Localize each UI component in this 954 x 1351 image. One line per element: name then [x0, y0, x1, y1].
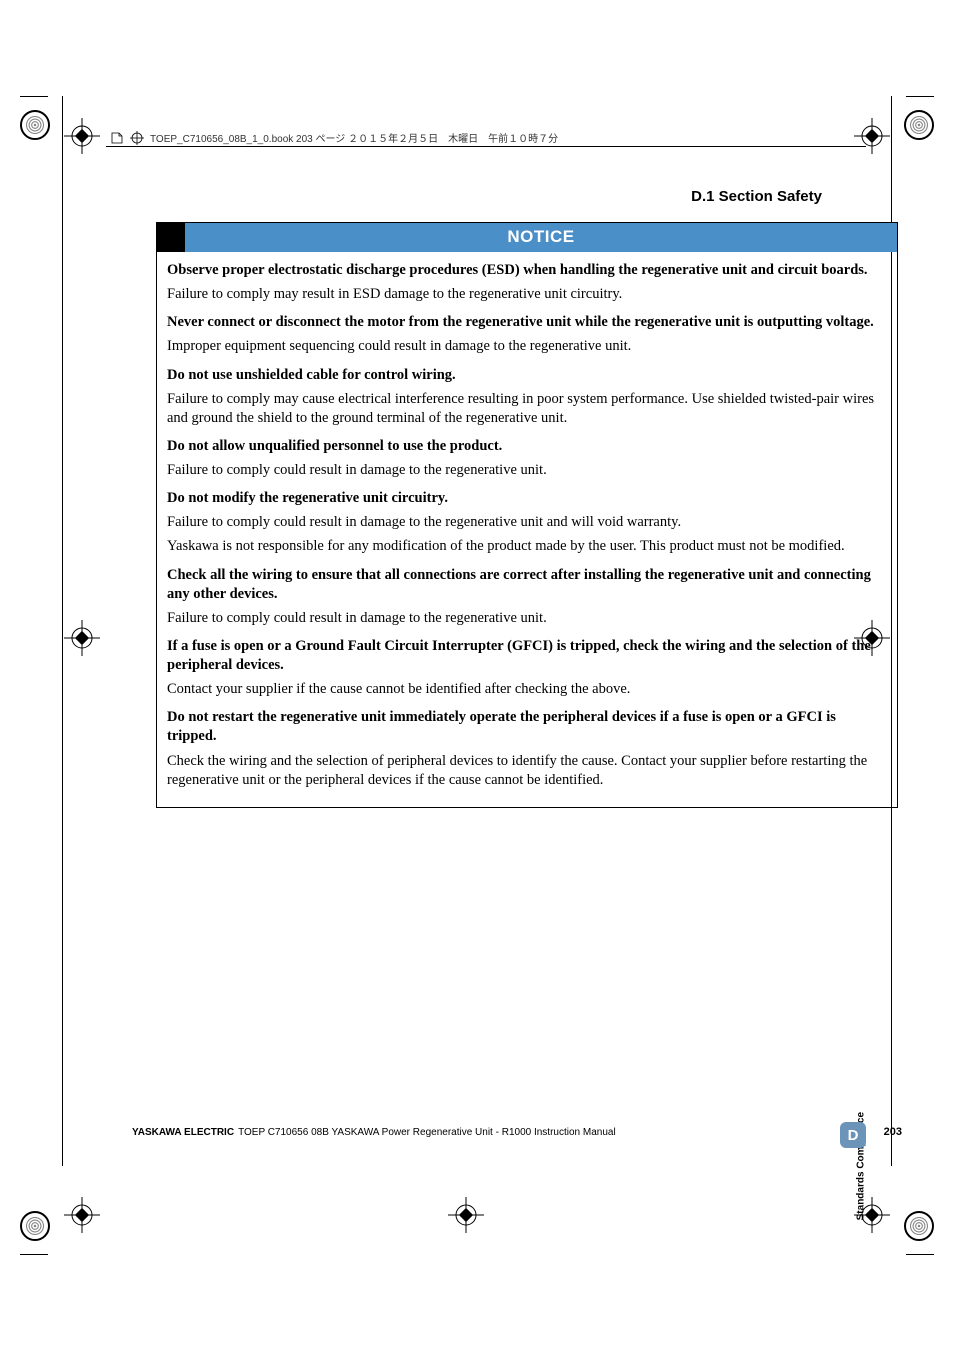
notice-paragraph: Failure to comply may cause electrical i… [167, 390, 887, 428]
notice-paragraph: Do not restart the regenerative unit imm… [167, 708, 887, 746]
notice-box: NOTICE Observe proper electrostatic disc… [156, 222, 898, 808]
notice-title: NOTICE [157, 223, 897, 252]
notice-paragraph: Failure to comply could result in damage… [167, 461, 887, 480]
side-tab: D [840, 1122, 866, 1148]
crop-line-top-r [906, 96, 934, 97]
notice-paragraph: Improper equipment sequencing could resu… [167, 337, 887, 356]
book-header-rule [106, 146, 866, 147]
notice-paragraph: Never connect or disconnect the motor fr… [167, 313, 887, 332]
reg-small-icon [130, 131, 144, 145]
section-header: D.1 Section Safety [691, 188, 822, 205]
crop-circle-tl [20, 110, 50, 140]
crop-line-bot-l [20, 1254, 48, 1255]
reg-mark-tl [64, 118, 100, 154]
crop-line-left [62, 96, 63, 1166]
book-header: TOEP_C710656_08B_1_0.book 203 ページ ２０１５年２… [110, 130, 558, 145]
notice-paragraph: Do not use unshielded cable for control … [167, 366, 887, 385]
footer-title: TOEP C710656 08B YASKAWA Power Regenerat… [238, 1127, 616, 1138]
notice-paragraph: Failure to comply could result in damage… [167, 513, 887, 532]
crop-line-top-l [20, 96, 48, 97]
notice-paragraph: Failure to comply may result in ESD dama… [167, 285, 887, 304]
reg-mark-bc [448, 1197, 484, 1233]
notice-paragraph: Do not modify the regenerative unit circ… [167, 489, 887, 508]
page-footer: YASKAWA ELECTRIC TOEP C710656 08B YASKAW… [132, 1126, 912, 1138]
notice-paragraph: If a fuse is open or a Ground Fault Circ… [167, 637, 887, 675]
notice-paragraph: Contact your supplier if the cause canno… [167, 680, 887, 699]
footer-company: YASKAWA ELECTRIC [132, 1127, 234, 1138]
crop-circle-br [904, 1211, 934, 1241]
notice-paragraph: Failure to comply could result in damage… [167, 609, 887, 628]
book-header-text: TOEP_C710656_08B_1_0.book 203 ページ ２０１５年２… [150, 130, 558, 145]
crop-circle-bl [20, 1211, 50, 1241]
notice-paragraph: Check all the wiring to ensure that all … [167, 566, 887, 604]
book-icon [110, 131, 124, 145]
notice-body: Observe proper electrostatic discharge p… [157, 252, 897, 807]
crop-line-bot-r [906, 1254, 934, 1255]
page-content: TOEP_C710656_08B_1_0.book 203 ページ ２０１５年２… [100, 100, 880, 1160]
notice-paragraph: Observe proper electrostatic discharge p… [167, 261, 887, 280]
notice-paragraph: Do not allow unqualified personnel to us… [167, 437, 887, 456]
reg-mark-bl [64, 1197, 100, 1233]
notice-paragraph: Yaskawa is not responsible for any modif… [167, 537, 887, 556]
notice-paragraph: Check the wiring and the selection of pe… [167, 752, 887, 790]
reg-mark-ml [64, 620, 100, 656]
footer-page-number: 203 [884, 1126, 902, 1138]
crop-circle-tr [904, 110, 934, 140]
